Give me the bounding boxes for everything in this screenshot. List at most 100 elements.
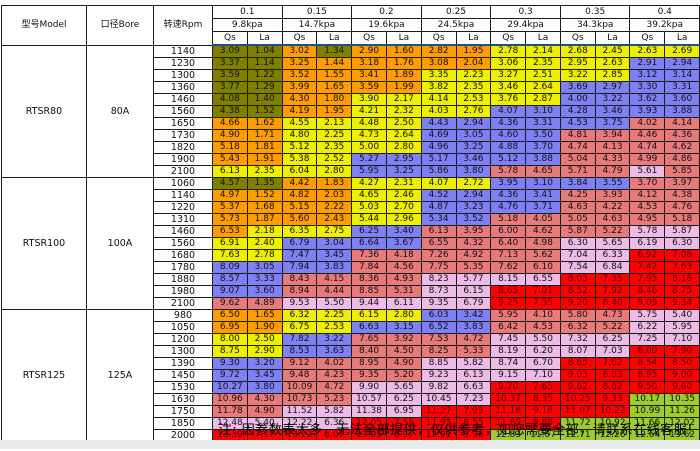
- value-cell: 5.33: [455, 345, 492, 358]
- value-cell: 4.05: [525, 213, 561, 226]
- value-cell: 3.04: [316, 237, 353, 250]
- value-cell: 3.52: [455, 213, 492, 226]
- value-cell: 7.10: [664, 333, 700, 346]
- value-cell: 6.11: [385, 297, 422, 310]
- value-cell: 5.43: [212, 153, 248, 166]
- value-cell: 8.95: [351, 357, 387, 370]
- value-cell: 3.52: [281, 69, 318, 82]
- header-qs: Qs: [490, 31, 527, 46]
- value-cell: 1.81: [246, 141, 283, 154]
- value-cell: 1.90: [246, 321, 283, 334]
- model-cell: RTSR100: [1, 177, 87, 310]
- value-cell: 7.04: [559, 249, 596, 262]
- value-cell: 13.22: [281, 429, 318, 442]
- value-cell: 1.34: [316, 44, 353, 58]
- value-cell: 1.91: [246, 153, 283, 166]
- value-cell: 5.86: [420, 165, 457, 178]
- value-cell: 7.55: [525, 297, 561, 310]
- value-cell: 4.62: [664, 141, 700, 154]
- value-cell: 4.56: [385, 261, 422, 274]
- value-cell: 3.62: [629, 93, 666, 106]
- value-cell: 6.63: [455, 381, 492, 394]
- value-cell: 9.33: [594, 393, 631, 406]
- value-cell: 6.84: [594, 261, 631, 274]
- rpm-cell: 1460: [153, 93, 213, 106]
- value-cell: 3.46: [594, 105, 631, 118]
- value-cell: 1.40: [246, 93, 283, 106]
- value-cell: 8.46: [629, 285, 666, 298]
- value-cell: 8.15: [490, 273, 527, 286]
- rpm-cell: 1880: [153, 273, 213, 286]
- value-cell: 4.27: [351, 177, 387, 190]
- value-cell: 10.96: [212, 393, 248, 406]
- value-cell: 4.33: [594, 153, 631, 166]
- rpm-cell: 1780: [153, 261, 213, 274]
- value-cell: 6.25: [594, 333, 631, 346]
- value-cell: 1.95: [455, 44, 492, 58]
- value-cell: 10.57: [351, 393, 387, 406]
- table-row: 1220 5.37 1.68 5.15 2.22 5.03 2.70 4.87 3.23 4.76…: [2, 201, 700, 214]
- value-cell: 2.04: [455, 57, 492, 70]
- value-cell: 2.94: [455, 117, 492, 130]
- value-cell: 5.62: [525, 249, 561, 262]
- value-cell: 6.95: [212, 321, 248, 334]
- value-cell: 6.00: [490, 225, 527, 238]
- value-cell: 1.65: [316, 81, 353, 94]
- model-cell: RTSR80: [1, 44, 87, 178]
- value-cell: 3.41: [351, 69, 387, 82]
- value-cell: 11.27: [420, 405, 457, 418]
- value-cell: 5.22: [594, 225, 631, 238]
- value-cell: 7.03: [594, 345, 631, 358]
- value-cell: 7.82: [281, 333, 318, 346]
- value-cell: 1.44: [316, 57, 353, 70]
- value-cell: 7.62: [594, 357, 631, 370]
- value-cell: 3.95: [455, 225, 492, 238]
- value-cell: 4.90: [212, 129, 248, 142]
- rpm-cell: 980: [153, 309, 213, 322]
- value-cell: 3.90: [351, 93, 387, 106]
- value-cell: 5.04: [559, 153, 596, 166]
- value-cell: 3.18: [351, 57, 387, 70]
- value-cell: 4.38: [664, 189, 700, 202]
- rpm-cell: 1310: [153, 213, 213, 226]
- table-row: 1300 3.59 1.22 3.52 1.55 3.41 1.89 3.35 2.23 3.27…: [2, 69, 700, 82]
- value-cell: 6.20: [525, 345, 561, 358]
- rpm-cell: 1680: [153, 249, 213, 262]
- value-cell: 9.23: [420, 369, 457, 382]
- value-cell: 7.17: [246, 429, 283, 442]
- value-cell: 9.60: [664, 381, 700, 394]
- value-cell: 3.94: [594, 129, 631, 142]
- value-cell: 2.94: [664, 57, 700, 70]
- value-cell: 2.35: [525, 57, 561, 70]
- value-cell: 3.02: [281, 44, 318, 58]
- value-cell: 8.00: [212, 333, 248, 346]
- header-qs: Qs: [351, 31, 387, 46]
- rpm-cell: 1360: [153, 81, 213, 94]
- value-cell: 6.32: [559, 321, 596, 334]
- header-pressure-mpa: 0.4: [629, 5, 700, 19]
- rpm-cell: 1450: [153, 369, 213, 382]
- value-cell: 4.19: [281, 105, 318, 118]
- value-cell: 3.45: [316, 249, 353, 262]
- value-cell: 6.42: [490, 321, 527, 334]
- value-cell: 4.32: [455, 237, 492, 250]
- value-cell: 11.78: [212, 405, 248, 418]
- table-row: 1460 4.08 1.40 4.30 1.80 3.90 2.17 4.14 2.53 3.76…: [2, 93, 700, 106]
- value-cell: 7.36: [351, 249, 387, 262]
- value-cell: 7.23: [455, 393, 492, 406]
- value-cell: 10.25: [559, 393, 596, 406]
- value-cell: 6.52: [420, 321, 457, 334]
- value-cell: 11.52: [281, 405, 318, 418]
- rpm-cell: 1050: [153, 321, 213, 334]
- value-cell: 1.87: [246, 213, 283, 226]
- value-cell: 3.60: [246, 285, 283, 298]
- value-cell: 10.37: [490, 393, 527, 406]
- value-cell: 2.17: [385, 93, 422, 106]
- value-cell: 7.93: [455, 405, 492, 418]
- value-cell: 3.05: [455, 129, 492, 142]
- value-cell: 4.63: [559, 201, 596, 214]
- value-cell: 5.95: [490, 309, 527, 322]
- value-cell: 9.70: [490, 381, 527, 394]
- value-cell: 2.90: [246, 345, 283, 358]
- value-cell: 6.13: [420, 225, 457, 238]
